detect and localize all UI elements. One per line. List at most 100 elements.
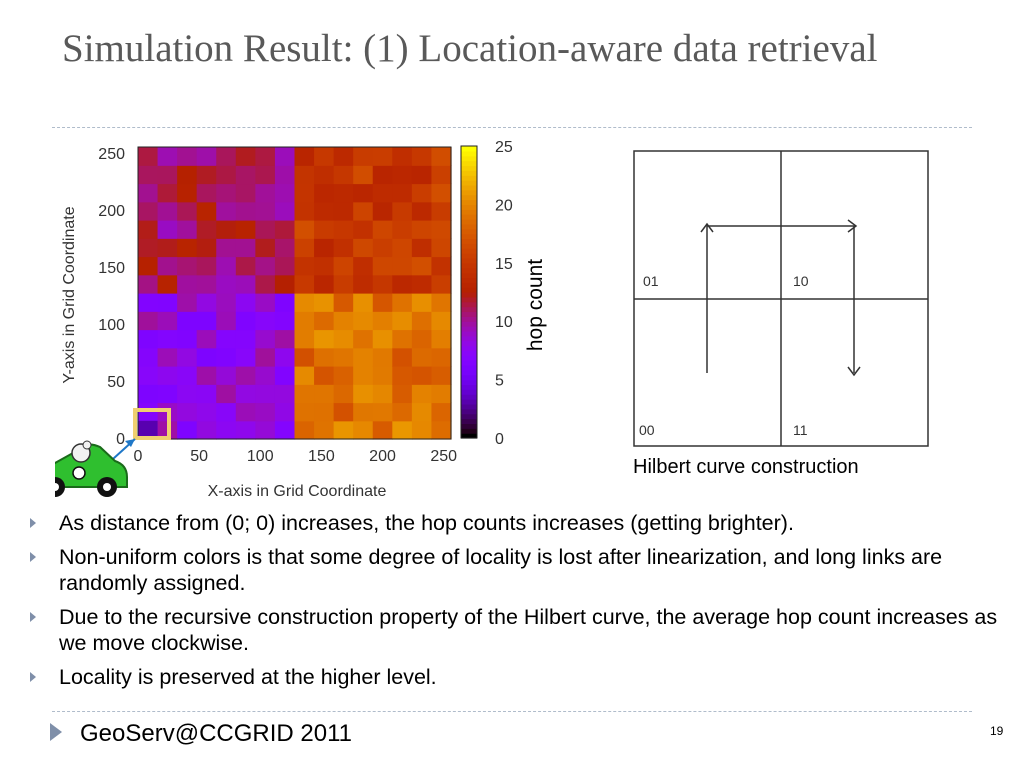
heatmap-cell	[255, 183, 276, 203]
heatmap-cell	[431, 420, 452, 440]
bullet-text: Non-uniform colors is that some degree o…	[59, 545, 943, 595]
heatmap-chart: 0 50 100 150 200 250 0 50 100 150 200 250 X-axis i…	[36, 135, 560, 505]
car-mascot-icon	[36, 440, 128, 497]
heatmap-cell	[333, 238, 354, 258]
colorbar-segment	[461, 209, 477, 215]
heatmap-cell	[274, 293, 296, 312]
heatmap-cell	[431, 201, 452, 221]
heatmap-cell	[196, 420, 217, 440]
heatmap-cell	[235, 384, 256, 404]
heatmap-cell	[196, 311, 217, 331]
heatmap-cell	[333, 420, 354, 440]
heatmap-cell	[411, 293, 433, 312]
heatmap-cell	[314, 274, 335, 294]
heatmap-cell	[372, 147, 393, 166]
heatmap-cell	[235, 256, 256, 276]
heatmap-cell	[138, 147, 159, 166]
colorbar-segment	[461, 180, 477, 186]
colorbar-tick-label: 15	[495, 256, 513, 273]
heatmap-cell	[392, 256, 413, 276]
heatmap-cell	[333, 402, 354, 422]
heatmap-cell	[333, 147, 354, 166]
heatmap-cell	[274, 256, 296, 276]
bullet-text: Locality is preserved at the higher leve…	[59, 665, 437, 689]
heatmap-cell	[196, 274, 217, 294]
heatmap-cell	[431, 293, 452, 312]
colorbar-segment	[461, 384, 477, 390]
heatmap-cell	[274, 420, 296, 440]
heatmap-cell	[196, 293, 217, 312]
heatmap-cell	[216, 256, 237, 276]
heatmap-cell	[216, 183, 237, 203]
heatmap-cell	[372, 347, 393, 367]
origin-highlight-box	[133, 408, 171, 440]
heatmap-cell	[138, 366, 159, 385]
colorbar-segment	[461, 287, 477, 293]
heatmap-cell	[157, 220, 178, 239]
heatmap-cell	[372, 384, 393, 404]
heatmap-cell	[274, 165, 296, 185]
heatmap-cell	[196, 402, 217, 422]
heatmap-cell	[314, 256, 335, 276]
heatmap-cell	[333, 256, 354, 276]
heatmap-cell	[353, 274, 374, 294]
colorbar-tick-label: 25	[495, 139, 513, 156]
heatmap-cell	[196, 238, 217, 258]
heatmap-cell	[177, 366, 198, 385]
x-tick-label: 250	[430, 448, 457, 465]
heatmap-cell	[274, 274, 296, 294]
heatmap-cell	[333, 183, 354, 203]
heatmap-cell	[196, 347, 217, 367]
heatmap-cell	[274, 183, 296, 203]
heatmap-cell	[177, 201, 198, 221]
heatmap-cell	[235, 293, 256, 312]
y-tick-label: 50	[107, 374, 125, 391]
heatmap-cell	[411, 256, 433, 276]
hilbert-curve-path	[700, 219, 861, 377]
colorbar-segment	[461, 282, 477, 288]
heatmap-cell	[177, 220, 198, 239]
y-tick-label: 0	[116, 431, 125, 448]
heatmap-cells	[138, 147, 452, 440]
heatmap-cell	[177, 238, 198, 258]
colorbar-segment	[461, 238, 477, 244]
colorbar-segment	[461, 165, 477, 171]
heatmap-cell	[255, 201, 276, 221]
colorbar-segment	[461, 175, 477, 181]
colorbar-segment	[461, 389, 477, 395]
heatmap-cell	[274, 366, 296, 385]
heatmap-cell	[196, 201, 217, 221]
y-tick-label: 100	[98, 317, 125, 334]
colorbar-segment	[461, 379, 477, 386]
heatmap-cell	[255, 420, 276, 440]
heatmap-cell	[177, 311, 198, 331]
heatmap-cell	[255, 238, 276, 258]
heatmap-cell	[235, 402, 256, 422]
colorbar-ticks: 0 5 10 15 20 25	[495, 139, 513, 448]
colorbar-segment	[461, 408, 477, 415]
bullet-list: As distance from (0; 0) increases, the h…	[30, 510, 1010, 698]
heatmap-cell	[314, 147, 335, 166]
colorbar-tick-label: 20	[495, 197, 513, 214]
heatmap-cell	[157, 256, 178, 276]
heatmap-cell	[235, 420, 256, 440]
heatmap-cell	[196, 256, 217, 276]
heatmap-cell	[255, 402, 276, 422]
heatmap-cell	[294, 329, 315, 349]
heatmap-cell	[411, 366, 433, 385]
colorbar-segment	[461, 292, 477, 298]
footer-divider	[52, 711, 972, 712]
heatmap-cell	[314, 165, 335, 185]
heatmap-cell	[314, 329, 335, 349]
heatmap-cell	[274, 238, 296, 258]
heatmap-cell	[196, 366, 217, 385]
heatmap-cell	[216, 366, 237, 385]
heatmap-cell	[138, 274, 159, 294]
heatmap-cell	[177, 402, 198, 422]
quadrant-label-10: 10	[793, 273, 809, 289]
heatmap-cell	[177, 347, 198, 367]
colorbar	[460, 145, 478, 439]
heatmap-cell	[353, 384, 374, 404]
heatmap-cell	[177, 420, 198, 440]
heatmap-cell	[353, 311, 374, 331]
